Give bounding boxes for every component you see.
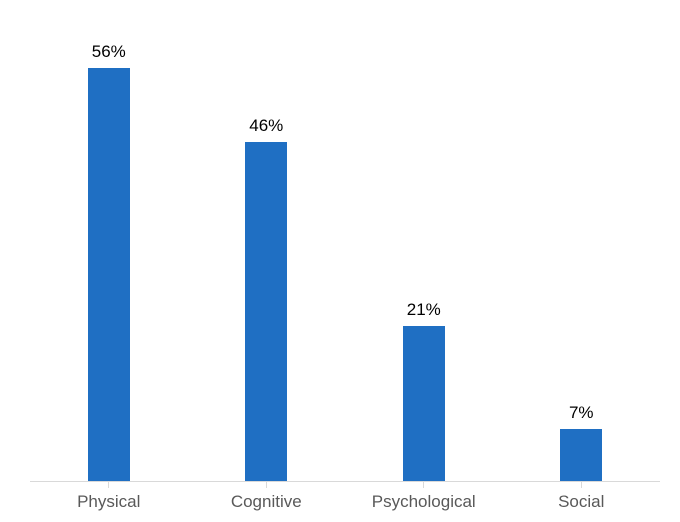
- x-tick: [581, 482, 582, 488]
- bar-value-label: 21%: [407, 300, 441, 320]
- x-label-slot: Psychological: [345, 482, 503, 512]
- bar-slot: 56%: [30, 10, 188, 481]
- x-axis: Physical Cognitive Psychological Social: [30, 482, 660, 522]
- bar-value-label: 56%: [92, 42, 126, 62]
- bar-value-label: 7%: [569, 403, 594, 423]
- x-tick: [266, 482, 267, 488]
- x-label-slot: Physical: [30, 482, 188, 512]
- bar-rect: [245, 142, 287, 481]
- bar-chart: 56% 46% 21% 7% Physical Cognitive Psychologic…: [0, 0, 680, 522]
- x-label-slot: Cognitive: [188, 482, 346, 512]
- x-category-label: Cognitive: [231, 492, 302, 512]
- x-category-label: Psychological: [372, 492, 476, 512]
- bar-rect: [560, 429, 602, 481]
- x-category-label: Social: [558, 492, 604, 512]
- bar-value-label: 46%: [249, 116, 283, 136]
- bar-slot: 7%: [503, 10, 661, 481]
- bar-rect: [403, 326, 445, 481]
- bar-slot: 21%: [345, 10, 503, 481]
- x-tick: [423, 482, 424, 488]
- x-label-slot: Social: [503, 482, 661, 512]
- bar-slot: 46%: [188, 10, 346, 481]
- x-category-label: Physical: [77, 492, 140, 512]
- x-tick: [108, 482, 109, 488]
- bar-rect: [88, 68, 130, 481]
- plot-area: 56% 46% 21% 7%: [30, 10, 660, 482]
